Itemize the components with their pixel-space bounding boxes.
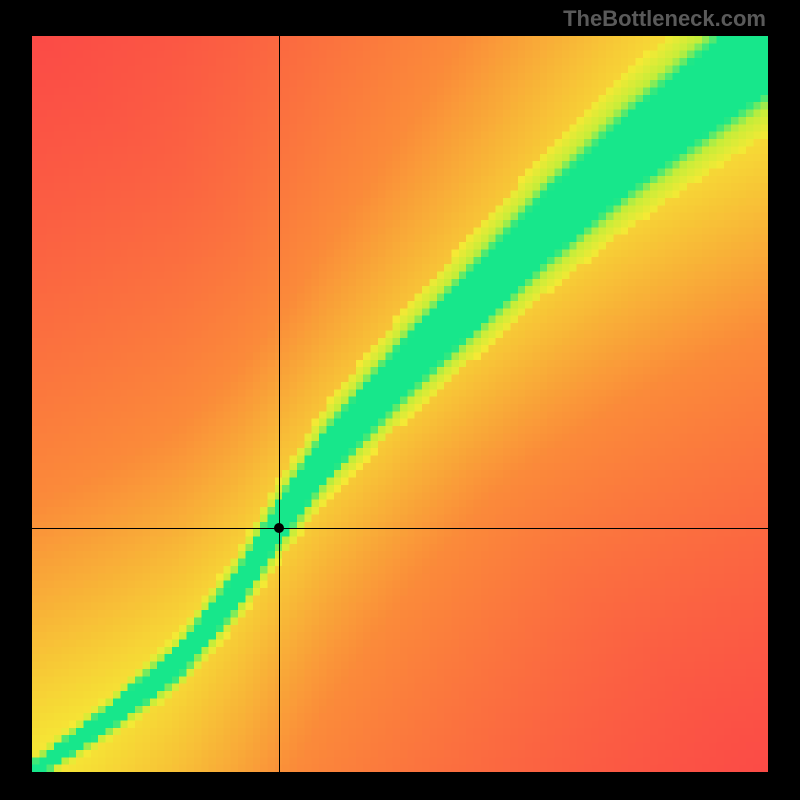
heatmap-canvas bbox=[32, 36, 768, 772]
crosshair-vertical bbox=[279, 36, 280, 772]
watermark-text: TheBottleneck.com bbox=[563, 6, 766, 32]
crosshair-horizontal bbox=[32, 528, 768, 529]
crosshair-marker-dot bbox=[274, 523, 284, 533]
chart-container: TheBottleneck.com bbox=[0, 0, 800, 800]
plot-area bbox=[32, 36, 768, 772]
